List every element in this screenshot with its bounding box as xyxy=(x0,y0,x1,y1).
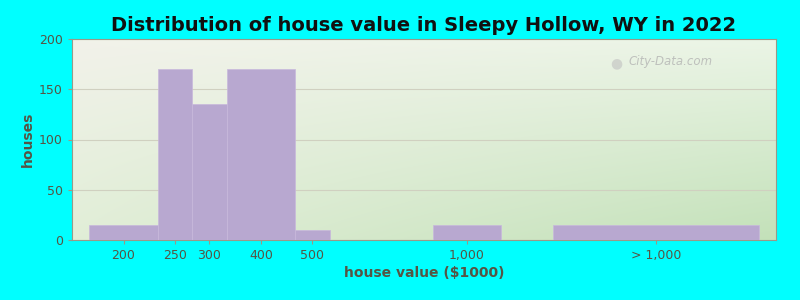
Text: City-Data.com: City-Data.com xyxy=(628,55,712,68)
Text: ●: ● xyxy=(610,56,622,70)
Bar xyxy=(192,104,226,240)
X-axis label: house value ($1000): house value ($1000) xyxy=(344,266,504,280)
Bar xyxy=(553,225,759,240)
Bar xyxy=(433,225,502,240)
Y-axis label: houses: houses xyxy=(21,112,35,167)
Bar xyxy=(295,230,330,240)
Bar xyxy=(226,69,295,240)
Title: Distribution of house value in Sleepy Hollow, WY in 2022: Distribution of house value in Sleepy Ho… xyxy=(111,16,737,35)
Bar xyxy=(158,69,192,240)
Bar xyxy=(89,225,158,240)
